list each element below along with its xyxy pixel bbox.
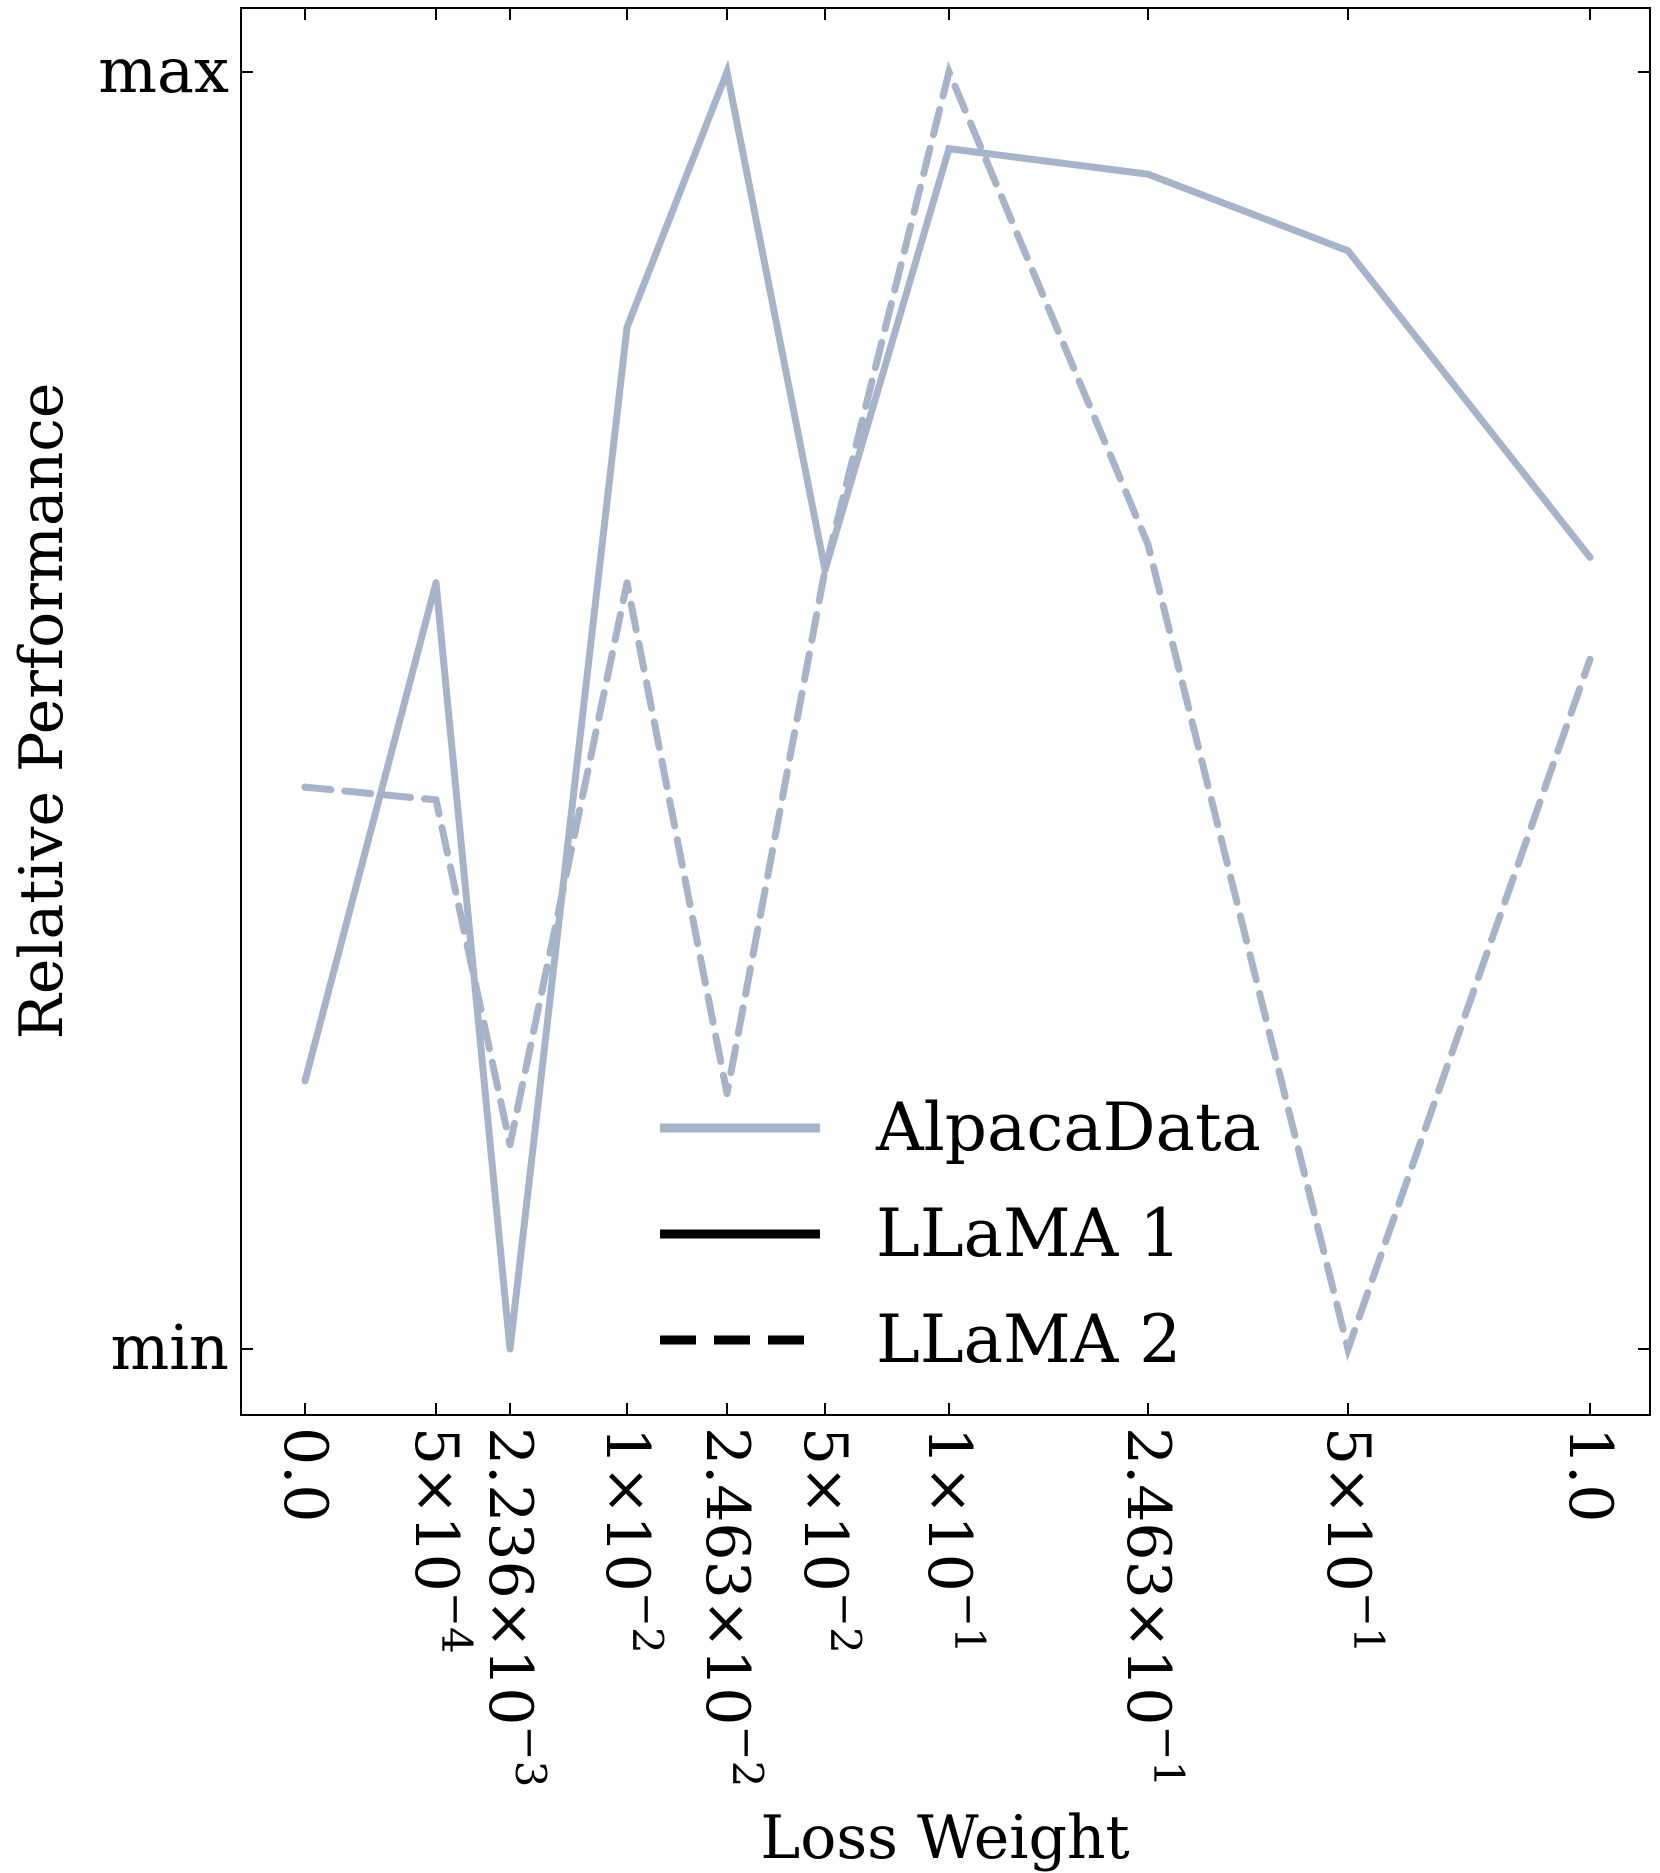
x-tick-label: 1.0 — [1555, 1427, 1625, 1522]
legend-label: LLaMA 1 — [876, 1195, 1181, 1272]
x-tick-exponent: −2 — [723, 1725, 772, 1787]
x-tick-label: 5×10−1 — [1313, 1427, 1393, 1654]
x-tick-exponent: −2 — [821, 1592, 870, 1654]
data-point — [821, 566, 829, 574]
x-tick-mantissa: 5×10 — [790, 1427, 860, 1592]
y-axis-ticks: max min — [98, 34, 1650, 1384]
data-point — [723, 68, 731, 76]
x-tick-mantissa: 2.236×10 — [475, 1427, 545, 1725]
data-point — [1144, 170, 1152, 178]
x-tick-mantissa: 1×10 — [592, 1427, 662, 1592]
data-point — [1586, 655, 1594, 663]
y-axis-label: Relative Performance — [7, 383, 77, 1040]
x-tick-exponent: −2 — [623, 1592, 672, 1654]
x-tick-mantissa: 1.0 — [1555, 1427, 1625, 1522]
x-tick-label: 1×10−1 — [914, 1427, 994, 1654]
legend-label: AlpacaData — [875, 1089, 1261, 1166]
x-tick-mantissa: 2.463×10 — [1113, 1427, 1183, 1725]
data-point — [301, 1077, 309, 1085]
x-tick-label: 2.463×10−1 — [1113, 1427, 1193, 1787]
x-tick-exponent: −1 — [1144, 1725, 1193, 1787]
data-point — [1344, 1345, 1352, 1353]
y-tick-label: min — [110, 1311, 229, 1384]
x-tick-exponent: −3 — [506, 1725, 555, 1787]
x-tick-exponent: −1 — [1344, 1592, 1393, 1654]
x-tick-exponent: −4 — [432, 1592, 481, 1654]
data-point — [623, 579, 631, 587]
data-point — [723, 1090, 731, 1098]
x-axis-ticks: 0.0 5×10−42.236×10−31×10−2 2.463×10−25×10−… — [270, 8, 1625, 1787]
x-tick-label: 5×10−4 — [401, 1427, 481, 1654]
legend-label: LLaMA 2 — [876, 1301, 1181, 1378]
data-point — [432, 579, 440, 587]
x-tick-mantissa: 1×10 — [914, 1427, 984, 1592]
x-tick-mantissa: 5×10 — [1313, 1427, 1383, 1592]
x-tick-label: 1×10−2 — [592, 1427, 672, 1654]
x-tick-exponent: −1 — [945, 1592, 994, 1654]
x-tick-label: 0.0 — [270, 1427, 340, 1522]
data-point — [1586, 553, 1594, 561]
data-point — [432, 796, 440, 804]
data-point — [301, 783, 309, 791]
plot-frame — [240, 7, 1651, 1416]
series-lines — [301, 59, 1594, 1362]
data-point — [623, 323, 631, 331]
x-tick-label: 5×10−2 — [790, 1427, 870, 1654]
data-point — [1144, 541, 1152, 548]
y-tick-label: max — [98, 34, 229, 107]
x-tick-mantissa: 5×10 — [401, 1427, 471, 1592]
data-point — [506, 1345, 514, 1353]
series-line-llama2 — [301, 60, 1594, 1362]
data-point — [1344, 247, 1352, 255]
data-point — [945, 145, 953, 153]
x-tick-mantissa: 0.0 — [270, 1427, 340, 1522]
x-tick-mantissa: 2.463×10 — [692, 1427, 762, 1725]
x-axis-label: Loss Weight — [760, 1803, 1129, 1873]
data-point — [945, 68, 953, 76]
x-tick-label: 2.463×10−2 — [692, 1427, 772, 1787]
x-tick-label: 2.236×10−3 — [475, 1427, 555, 1787]
legend: AlpacaData LLaMA 1 LLaMA 2 — [660, 1089, 1261, 1378]
data-point — [506, 1141, 514, 1149]
